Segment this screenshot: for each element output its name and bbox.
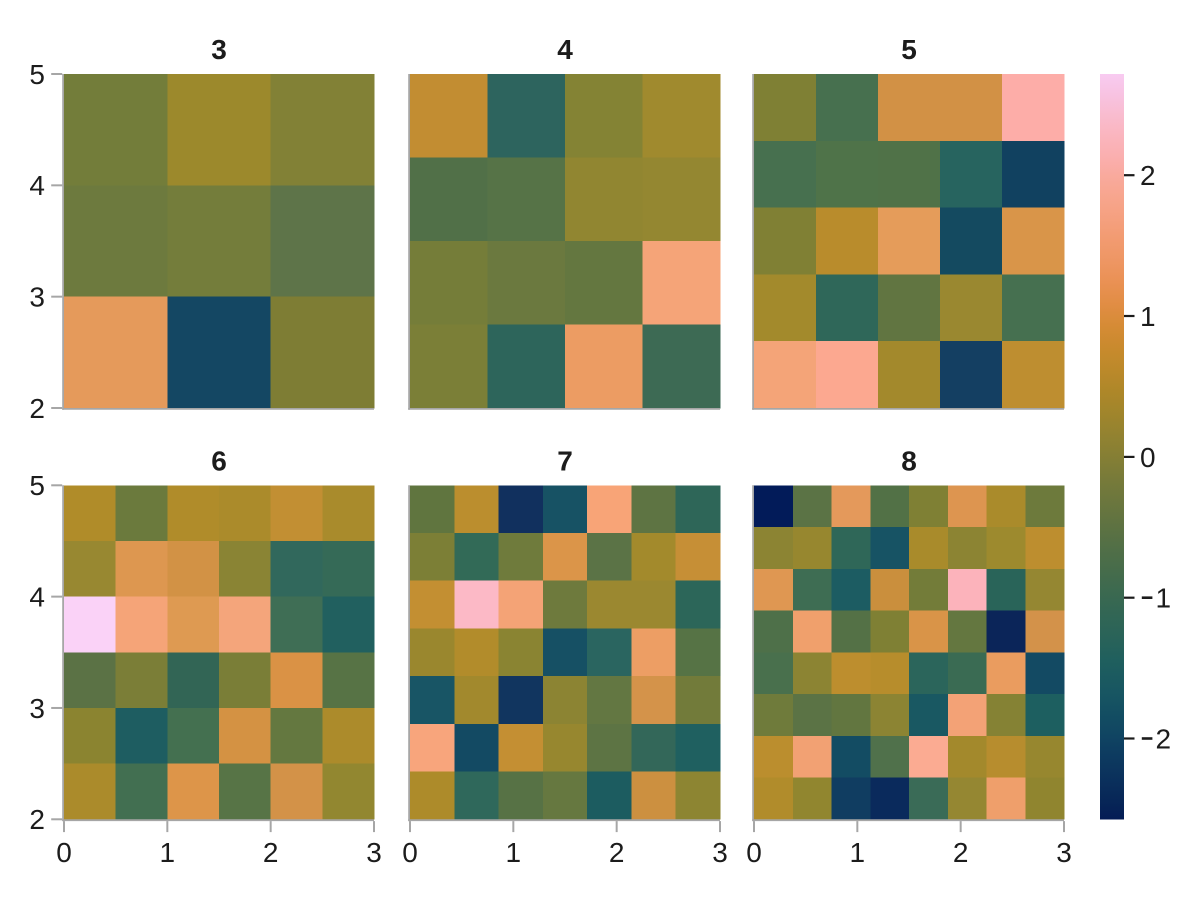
svg-text:3: 3 [211, 34, 227, 65]
svg-text:0: 0 [746, 837, 762, 868]
svg-text:8: 8 [901, 445, 917, 476]
svg-text:0: 0 [1140, 442, 1156, 473]
svg-text:5: 5 [29, 59, 45, 90]
svg-text:2: 2 [953, 837, 969, 868]
svg-text:0: 0 [402, 837, 418, 868]
svg-text:2: 2 [1140, 160, 1156, 191]
svg-text:3: 3 [1056, 837, 1072, 868]
svg-text:0: 0 [56, 837, 72, 868]
svg-text:1: 1 [1156, 583, 1172, 614]
svg-text:3: 3 [366, 837, 382, 868]
svg-text:1: 1 [506, 837, 522, 868]
svg-text:2: 2 [1156, 723, 1172, 754]
svg-text:3: 3 [29, 282, 45, 313]
svg-text:4: 4 [557, 34, 573, 65]
svg-text:2: 2 [29, 804, 45, 835]
svg-text:2: 2 [29, 393, 45, 424]
svg-text:4: 4 [29, 170, 45, 201]
svg-text:3: 3 [712, 837, 728, 868]
svg-text:3: 3 [29, 693, 45, 724]
svg-text:1: 1 [850, 837, 866, 868]
svg-text:1: 1 [1140, 301, 1156, 332]
svg-text:2: 2 [263, 837, 279, 868]
svg-text:6: 6 [211, 445, 227, 476]
svg-text:5: 5 [901, 34, 917, 65]
svg-text:4: 4 [29, 582, 45, 613]
svg-text:5: 5 [29, 470, 45, 501]
svg-text:7: 7 [557, 445, 573, 476]
svg-text:1: 1 [160, 837, 176, 868]
svg-text:2: 2 [609, 837, 625, 868]
